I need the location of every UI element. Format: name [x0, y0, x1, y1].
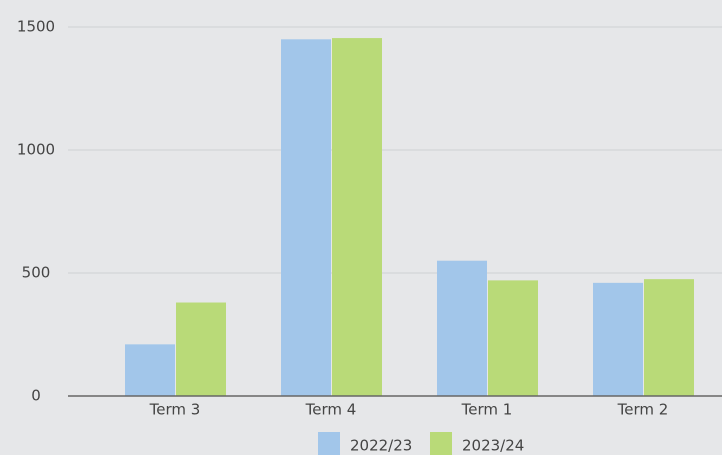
x-tick-label: Term 4 — [305, 401, 357, 419]
legend-swatch — [318, 432, 340, 455]
y-tick-label: 0 — [31, 387, 41, 405]
legend-label: 2023/24 — [462, 437, 524, 455]
y-tick-label: 1500 — [17, 18, 55, 36]
bar — [125, 344, 175, 396]
y-tick-label: 1000 — [17, 141, 55, 159]
y-tick-label: 500 — [22, 264, 51, 282]
bar — [332, 38, 382, 396]
x-tick-label: Term 2 — [617, 401, 669, 419]
bar — [593, 282, 643, 396]
x-tick-label: Term 3 — [149, 401, 201, 419]
bar — [644, 279, 694, 396]
bar — [281, 39, 331, 397]
bar — [437, 260, 487, 396]
bar — [488, 280, 538, 396]
x-tick-label: Term 1 — [461, 401, 513, 419]
legend-swatch — [430, 432, 452, 455]
legend-label: 2022/23 — [350, 437, 412, 455]
bar — [176, 302, 226, 396]
